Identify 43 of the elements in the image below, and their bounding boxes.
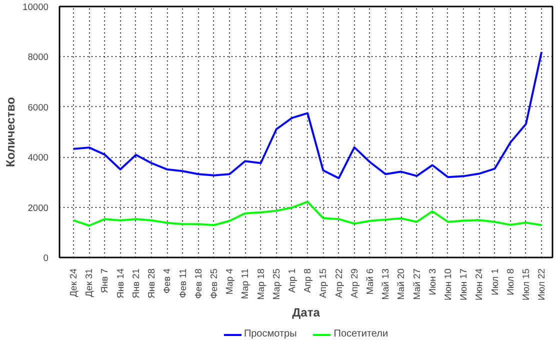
x-tick-label: Мар 11	[240, 268, 250, 300]
line-series	[72, 200, 543, 227]
y-tick-label: 6000	[28, 102, 49, 112]
x-tick-label: Апр 1	[286, 268, 297, 293]
legend-label: Просмотры	[244, 328, 297, 340]
x-tick-label: Фев 4	[162, 268, 172, 294]
x-tick-label: Июн 3	[427, 268, 438, 296]
x-tick-label: Янв 7	[100, 268, 110, 294]
x-tick-label: Июн 24	[474, 268, 484, 300]
x-tick-label: Дек 24	[68, 268, 79, 298]
y-tick-label: 10000	[22, 2, 49, 12]
x-tick-label: Мар 4	[224, 268, 235, 295]
x-tick-label: Фев 18	[193, 268, 204, 299]
x-tick-label: Янв 14	[115, 268, 126, 298]
x-tick-label: Июн 17	[458, 268, 469, 300]
x-tick-label: Апр 22	[334, 268, 344, 298]
x-tick-label: Фев 11	[178, 268, 188, 298]
x-tick-label: Апр 8	[302, 268, 313, 293]
x-tick-label: Апр 29	[349, 268, 360, 298]
x-tick-label: Апр 15	[318, 268, 328, 298]
x-tick-label: Дек 31	[84, 268, 94, 298]
line-series	[72, 50, 543, 180]
legend-label: Посетители	[334, 328, 388, 340]
x-axis-title: Дата	[292, 305, 320, 320]
x-tick-label: Май 6	[364, 268, 375, 295]
x-tick-label: Янв 21	[130, 268, 141, 298]
x-tick-label: Фев 25	[208, 268, 219, 299]
x-tick-label: Июл 8	[505, 268, 516, 296]
x-tick-label: Июн 10	[442, 268, 453, 300]
x-tick-label: Мар 25	[271, 268, 282, 300]
x-tick-label: Май 13	[380, 268, 391, 300]
x-tick-label: Июл 22	[536, 268, 547, 300]
x-tick-label: Июл 15	[520, 268, 531, 300]
x-tick-label: Май 20	[396, 268, 406, 300]
x-tick-label: Мар 18	[256, 268, 266, 300]
y-tick-label: 0	[43, 253, 49, 263]
x-tick-label: Май 27	[412, 268, 422, 300]
x-tick-label: Июл 1	[490, 268, 500, 296]
y-tick-label: 2000	[28, 202, 49, 213]
y-tick-label: 8000	[28, 52, 49, 62]
y-tick-label: 4000	[28, 152, 49, 163]
y-axis-title: Количество	[4, 97, 18, 167]
x-tick-label: Янв 28	[146, 268, 157, 298]
